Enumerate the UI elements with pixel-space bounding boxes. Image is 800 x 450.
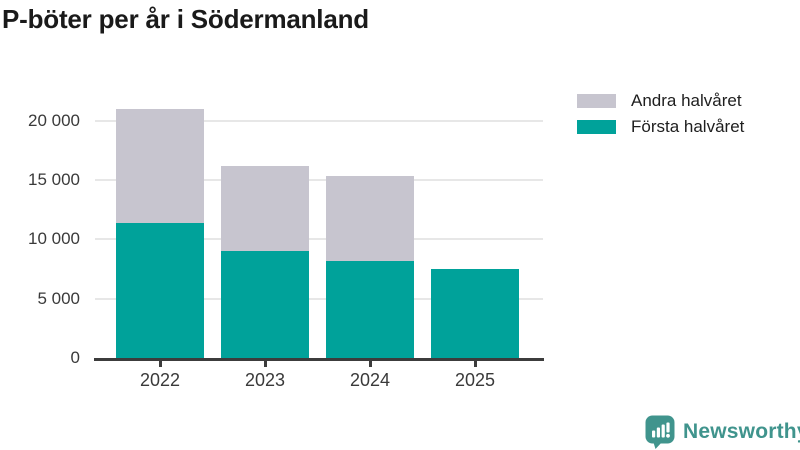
bar-segment-f-rsta-halv-ret-2023 bbox=[221, 251, 309, 358]
newsworthy-logo[interactable]: Newsworthy bbox=[645, 415, 800, 449]
y-axis-tick-label: 10 000 bbox=[28, 229, 80, 249]
y-axis-tick-label: 20 000 bbox=[28, 110, 80, 130]
chart-legend: Andra halvåret Första halvåret bbox=[577, 91, 744, 143]
bar-segment-f-rsta-halv-ret-2024 bbox=[326, 261, 414, 358]
gridline-5000 bbox=[95, 297, 543, 300]
x-axis-line bbox=[94, 358, 544, 361]
bar-segment-andra-halv-ret-2022 bbox=[116, 108, 204, 223]
x-axis-tick-2024 bbox=[368, 361, 372, 367]
legend-item-andra-halvaret: Andra halvåret bbox=[577, 91, 744, 111]
x-axis-tick-2023 bbox=[263, 361, 267, 367]
bar-segment-f-rsta-halv-ret-2025 bbox=[431, 269, 519, 358]
legend-swatch-forsta-halvaret bbox=[577, 120, 616, 134]
bar-segment-f-rsta-halv-ret-2022 bbox=[116, 222, 204, 358]
legend-item-forsta-halvaret: Första halvåret bbox=[577, 117, 744, 137]
legend-swatch-andra-halvaret bbox=[577, 94, 616, 108]
x-axis-label-2025: 2025 bbox=[454, 370, 496, 390]
bar-segment-andra-halv-ret-2024 bbox=[326, 175, 414, 262]
y-axis-tick-label: 0 bbox=[70, 348, 80, 367]
gridline-20000 bbox=[95, 119, 543, 122]
x-axis-label-2024: 2024 bbox=[349, 370, 391, 390]
legend-label-forsta-halvaret: Första halvåret bbox=[631, 117, 745, 136]
legend-label-andra-halvaret: Andra halvåret bbox=[631, 91, 742, 110]
gridline-10000 bbox=[95, 238, 543, 241]
x-axis-label-2022: 2022 bbox=[139, 370, 181, 390]
gridline-15000 bbox=[95, 179, 543, 182]
x-axis-label-2023: 2023 bbox=[244, 370, 286, 390]
newsworthy-wordmark: Newsworthy bbox=[683, 420, 800, 443]
y-axis-tick-label: 5 000 bbox=[37, 288, 80, 308]
chart-title: P-böter per år i Södermanland bbox=[2, 4, 369, 34]
bar-segment-andra-halv-ret-2023 bbox=[221, 166, 309, 252]
newsworthy-bubble-chart-icon bbox=[645, 415, 675, 449]
x-axis-tick-2022 bbox=[158, 361, 162, 367]
y-axis-tick-label: 15 000 bbox=[28, 170, 80, 190]
x-axis-tick-2025 bbox=[473, 361, 477, 367]
